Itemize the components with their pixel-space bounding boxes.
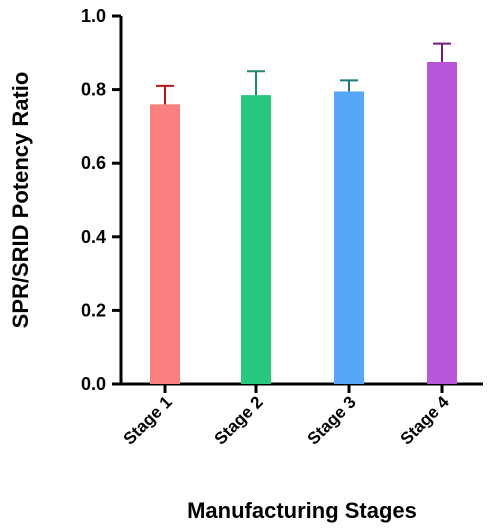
y-tick-label: 1.0 — [81, 6, 106, 26]
y-tick-label: 0.4 — [81, 227, 106, 247]
x-tick-label: Stage 3 — [304, 392, 360, 448]
y-tick-label: 0.0 — [81, 374, 106, 394]
x-tick-label: Stage 1 — [120, 392, 176, 448]
x-tick-label: Stage 4 — [397, 392, 454, 449]
error-bars-group — [156, 42, 451, 105]
bar — [241, 95, 271, 385]
bar — [427, 62, 457, 384]
y-axis: 0.0 0.2 0.4 0.6 0.8 1.0 — [81, 6, 123, 394]
y-tick-label: 0.8 — [81, 80, 106, 100]
x-axis-title: Manufacturing Stages — [187, 498, 417, 523]
bar — [334, 91, 364, 384]
x-tick-label: Stage 2 — [211, 392, 267, 448]
y-tick-label: 0.2 — [81, 300, 106, 320]
y-axis-title: SPR/SRID Potency Ratio — [8, 72, 33, 329]
y-tick-label: 0.6 — [81, 153, 106, 173]
x-axis: Stage 1 Stage 2 Stage 3 Stage 4 — [120, 382, 483, 449]
bar — [150, 104, 180, 384]
bars-group — [150, 62, 457, 385]
